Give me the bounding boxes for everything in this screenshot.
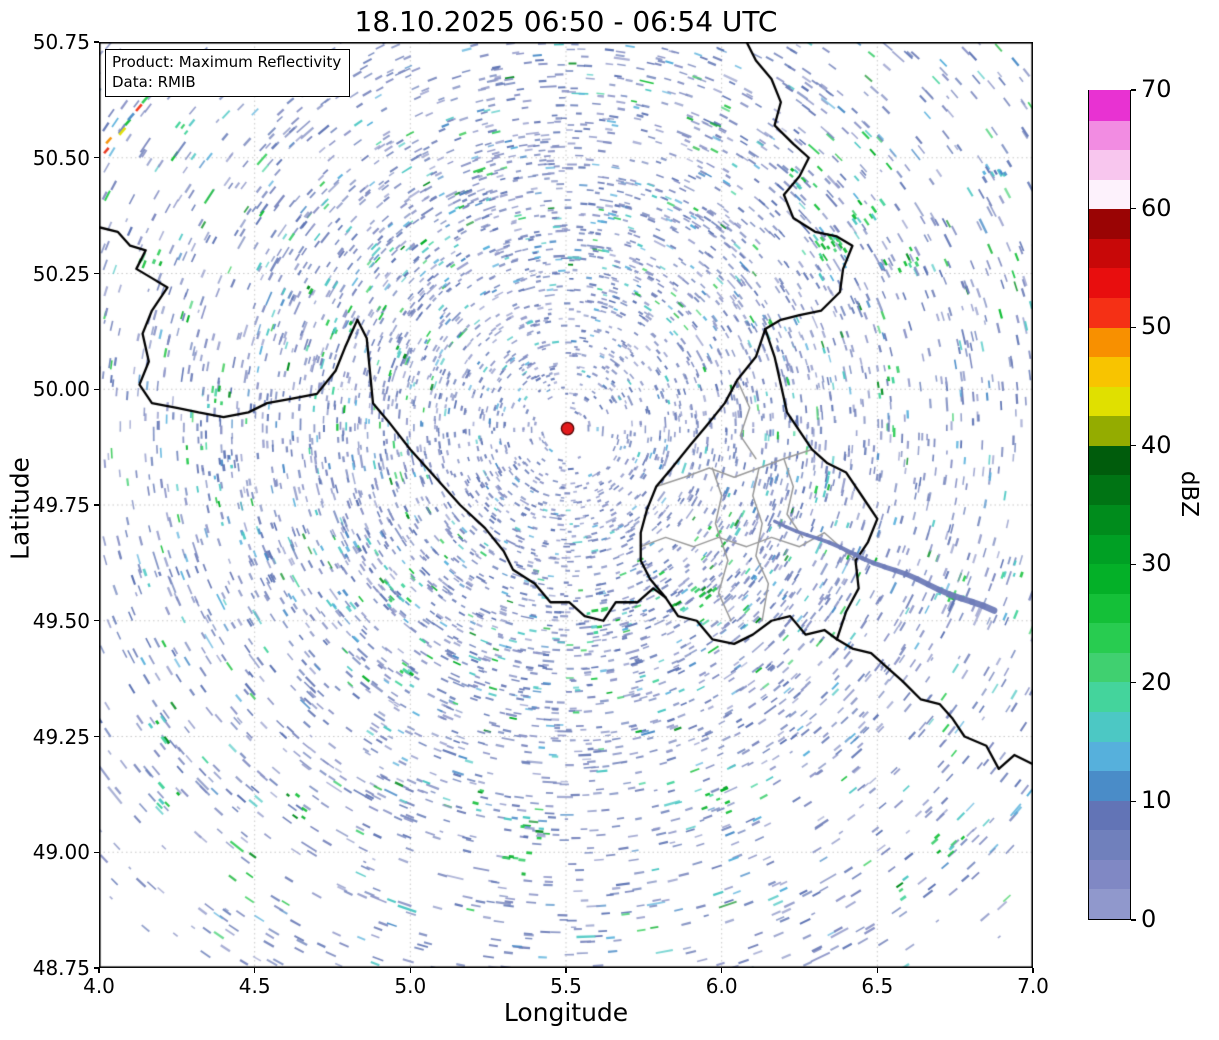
x-tick-mark	[1032, 968, 1034, 973]
x-tick-mark	[721, 968, 723, 973]
y-tick-label: 48.75	[32, 956, 90, 980]
colorbar-segment	[1089, 119, 1130, 151]
colorbar-segment	[1089, 149, 1130, 180]
colorbar-tick-label: 0	[1141, 905, 1157, 933]
colorbar-segment	[1089, 179, 1130, 210]
y-tick-label: 50.25	[32, 261, 90, 286]
colorbar-segment	[1089, 90, 1130, 121]
colorbar-segment	[1089, 504, 1130, 535]
colorbar-segment	[1089, 415, 1130, 446]
x-axis-label: Longitude	[503, 998, 629, 1027]
y-tick-label: 50.00	[32, 377, 90, 402]
colorbar-segment	[1089, 533, 1130, 565]
colorbar-segment	[1089, 652, 1130, 683]
colorbar-segment	[1089, 208, 1130, 239]
y-tick-mark	[94, 504, 99, 506]
colorbar-tick-mark	[1131, 326, 1136, 328]
colorbar-segment	[1089, 297, 1130, 328]
y-tick-mark	[94, 851, 99, 853]
colorbar-label: dBZ	[1176, 470, 1203, 518]
y-tick-label: 49.25	[32, 724, 90, 749]
colorbar-segment	[1089, 800, 1130, 831]
x-tick-mark	[876, 968, 878, 973]
x-tick-mark	[565, 968, 567, 973]
x-tick-label: 5.0	[394, 974, 427, 998]
colorbar-segment	[1089, 770, 1130, 801]
y-tick-mark	[94, 41, 99, 43]
colorbar-tick-mark	[1131, 89, 1136, 91]
y-tick-label: 50.50	[32, 145, 90, 170]
x-tick-label: 7.0	[1017, 974, 1049, 998]
colorbar-segment	[1089, 267, 1130, 298]
y-tick-label: 50.75	[32, 30, 90, 54]
colorbar-segment	[1089, 326, 1130, 358]
colorbar-segment	[1089, 740, 1130, 772]
colorbar-tick-mark	[1131, 563, 1136, 565]
colorbar-tick-label: 70	[1141, 75, 1172, 103]
y-tick-label: 49.75	[32, 493, 90, 517]
colorbar-tick-mark	[1131, 682, 1136, 684]
colorbar-segment	[1089, 859, 1130, 890]
x-tick-label: 6.0	[705, 974, 738, 998]
colorbar-segment	[1089, 593, 1130, 624]
y-axis-label: Latitude	[5, 457, 35, 560]
y-tick-mark	[94, 388, 99, 390]
y-tick-mark	[94, 272, 99, 275]
y-tick-mark	[94, 157, 99, 159]
colorbar-segment	[1089, 829, 1130, 860]
x-tick-mark	[409, 968, 411, 973]
x-tick-mark	[98, 968, 100, 973]
colorbar-segment	[1089, 622, 1130, 653]
x-tick-mark	[254, 968, 256, 973]
colorbar-tick-label: 10	[1141, 786, 1172, 815]
y-tick-label: 49.00	[32, 840, 90, 865]
y-tick-mark	[94, 620, 99, 622]
colorbar-tick-mark	[1131, 207, 1136, 210]
colorbar-segment	[1089, 888, 1130, 919]
colorbar-tick-mark	[1131, 919, 1136, 921]
colorbar-tick-mark	[1131, 445, 1136, 447]
product-annotation-box: Product: Maximum Reflectivity Data: RMIB	[105, 49, 351, 97]
y-tick-label: 49.50	[32, 608, 90, 633]
radar-map-canvas	[99, 42, 1033, 968]
colorbar-tick-mark	[1131, 800, 1136, 803]
colorbar-segment	[1089, 445, 1130, 476]
colorbar-segment	[1089, 474, 1130, 505]
y-tick-mark	[94, 967, 99, 969]
x-tick-label: 6.5	[861, 974, 894, 998]
annotation-product-line: Product: Maximum Reflectivity	[112, 53, 342, 71]
x-tick-label: 4.5	[238, 974, 271, 998]
colorbar-tick-label: 50	[1141, 312, 1172, 341]
y-tick-mark	[94, 735, 99, 738]
colorbar-tick-label: 40	[1141, 430, 1172, 459]
colorbar-tick-label: 60	[1141, 193, 1172, 222]
annotation-source-line: Data: RMIB	[112, 72, 196, 91]
x-tick-label: 4.0	[83, 974, 115, 998]
colorbar-segment	[1089, 563, 1130, 594]
colorbar-segment	[1089, 711, 1130, 742]
colorbar-tick-label: 20	[1141, 667, 1172, 696]
colorbar	[1088, 90, 1131, 920]
colorbar-segment	[1089, 238, 1130, 269]
colorbar-segment	[1089, 356, 1130, 387]
colorbar-segment	[1089, 386, 1130, 417]
chart-title: 18.10.2025 06:50 - 06:54 UTC	[354, 5, 778, 38]
colorbar-tick-label: 30	[1141, 549, 1172, 578]
x-tick-label: 5.5	[550, 974, 582, 998]
colorbar-segment	[1089, 681, 1130, 712]
